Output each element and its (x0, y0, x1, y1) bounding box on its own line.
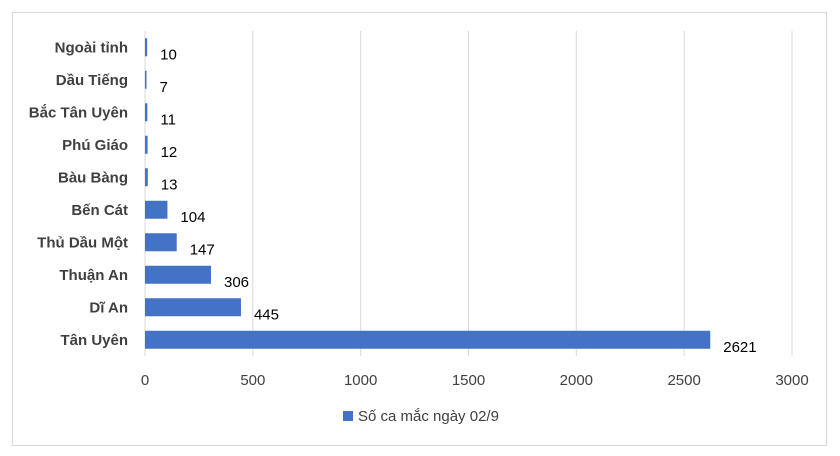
data-label: 445 (254, 306, 279, 323)
bar (145, 200, 168, 219)
x-tick-label: 3000 (775, 372, 808, 389)
data-label: 13 (161, 176, 178, 193)
bar (145, 135, 148, 154)
category-label: Dầu Tiếng (56, 72, 128, 89)
x-tick-label: 1000 (344, 372, 377, 389)
bar (145, 168, 148, 187)
category-label: Thủ Dầu Một (37, 234, 128, 251)
category-label: Bàu Bàng (58, 169, 128, 186)
data-label: 10 (160, 46, 177, 63)
category-label: Bắc Tân Uyên (29, 103, 128, 121)
category-label: Ngoài tỉnh (55, 39, 128, 56)
x-tick-label: 2500 (667, 372, 700, 389)
data-label: 7 (160, 79, 168, 96)
bar (145, 70, 147, 89)
category-label: Tân Uyên (60, 332, 128, 349)
legend-label: Số ca mắc ngày 02/9 (358, 408, 499, 425)
bar (145, 330, 711, 349)
category-label: Thuận An (59, 267, 128, 284)
x-tick-label: 2000 (560, 372, 593, 389)
data-label: 11 (160, 111, 176, 128)
x-tick-label: 1500 (452, 372, 485, 389)
data-label: 104 (180, 209, 205, 226)
data-label: 147 (190, 241, 215, 258)
bar (145, 38, 148, 57)
bar (145, 298, 241, 317)
category-label: Phú Giáo (62, 137, 128, 154)
category-label: Dĩ An (89, 299, 128, 316)
bar (145, 103, 148, 122)
bar (145, 233, 177, 252)
chart-frame (12, 12, 827, 446)
data-label: 12 (161, 144, 178, 161)
bar (145, 265, 211, 284)
data-label: 2621 (723, 339, 756, 356)
data-label: 306 (224, 274, 249, 291)
x-tick-label: 0 (141, 372, 149, 389)
legend-swatch (343, 411, 353, 421)
x-tick-label: 500 (240, 372, 265, 389)
category-label: Bến Cát (71, 202, 128, 219)
